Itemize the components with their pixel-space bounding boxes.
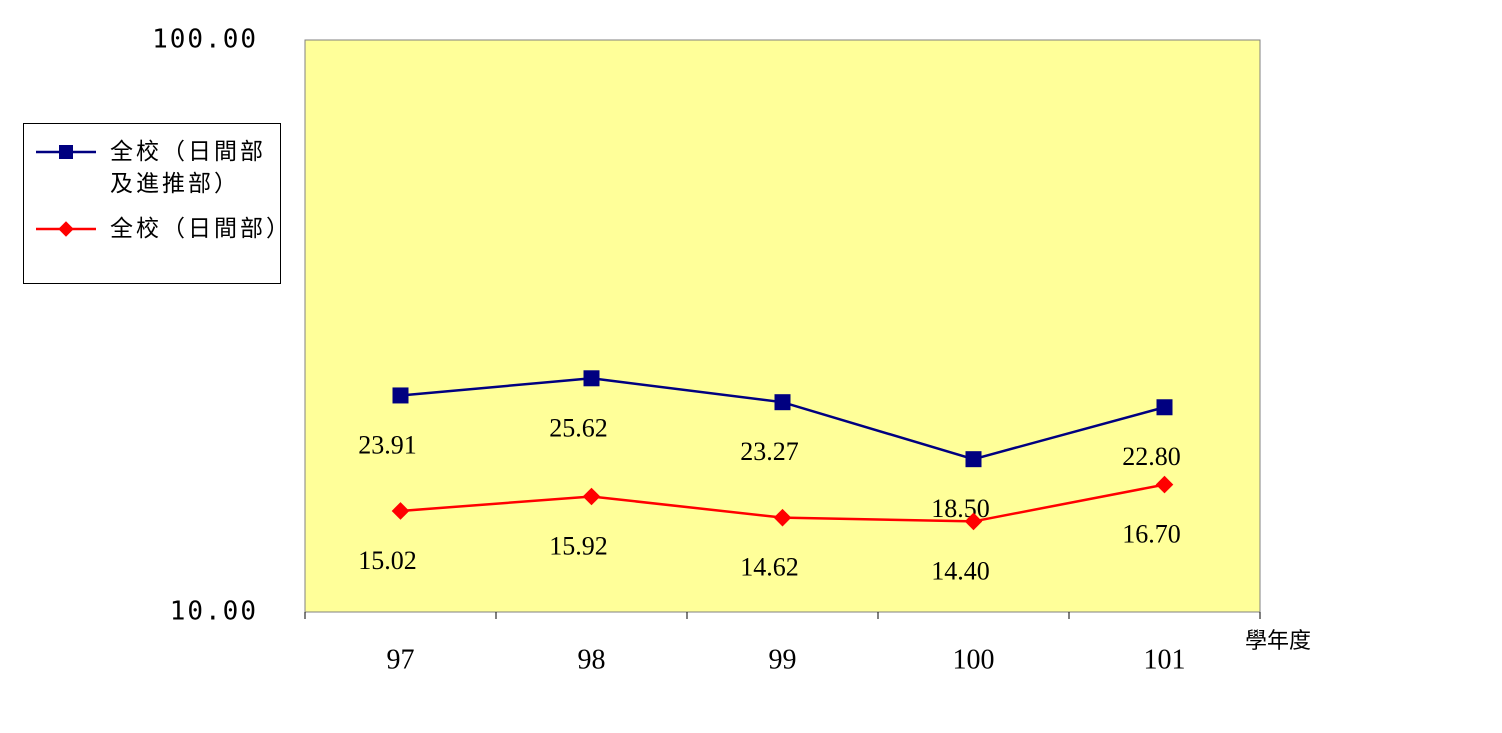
data-label: 25.62 [549,413,608,442]
x-tick-label: 101 [1144,644,1186,675]
legend-entry: 全校（日間部及進推部） [34,136,274,206]
marker [965,451,982,468]
marker [58,221,74,237]
legend-icon [36,221,96,237]
data-label: 16.70 [1122,520,1181,549]
x-tick-label: 99 [769,644,797,675]
marker [774,394,791,411]
legend-entry: 全校（日間部） [34,213,289,283]
marker [391,502,410,520]
marker [1156,399,1173,416]
data-label: 15.02 [358,546,417,575]
legend: 全校（日間部及進推部） 全校（日間部） [23,123,289,284]
legend-label: 全校（日間部及進推部） [110,139,266,197]
marker [582,487,601,506]
legend-icon [36,145,96,159]
x-axis-label: 學年度 [1245,629,1311,654]
data-label: 14.62 [740,553,799,582]
marker [59,145,73,159]
data-label: 23.27 [740,437,799,466]
marker [392,387,409,404]
marker [964,512,983,531]
legend-label: 全校（日間部） [110,216,292,242]
marker [773,508,792,527]
marker [1155,475,1174,494]
x-tick-label: 97 [387,644,415,675]
marker [583,370,600,387]
y-tick-label: 10.00 [170,597,258,627]
x-tick-label: 98 [578,644,606,675]
data-label: 14.40 [931,556,990,585]
data-label: 22.80 [1122,442,1181,471]
x-tick-label: 100 [953,644,995,675]
y-tick-label: 100.00 [152,25,258,55]
data-label: 18.50 [931,494,990,523]
data-label: 15.92 [549,531,608,560]
data-label: 23.91 [358,430,417,459]
